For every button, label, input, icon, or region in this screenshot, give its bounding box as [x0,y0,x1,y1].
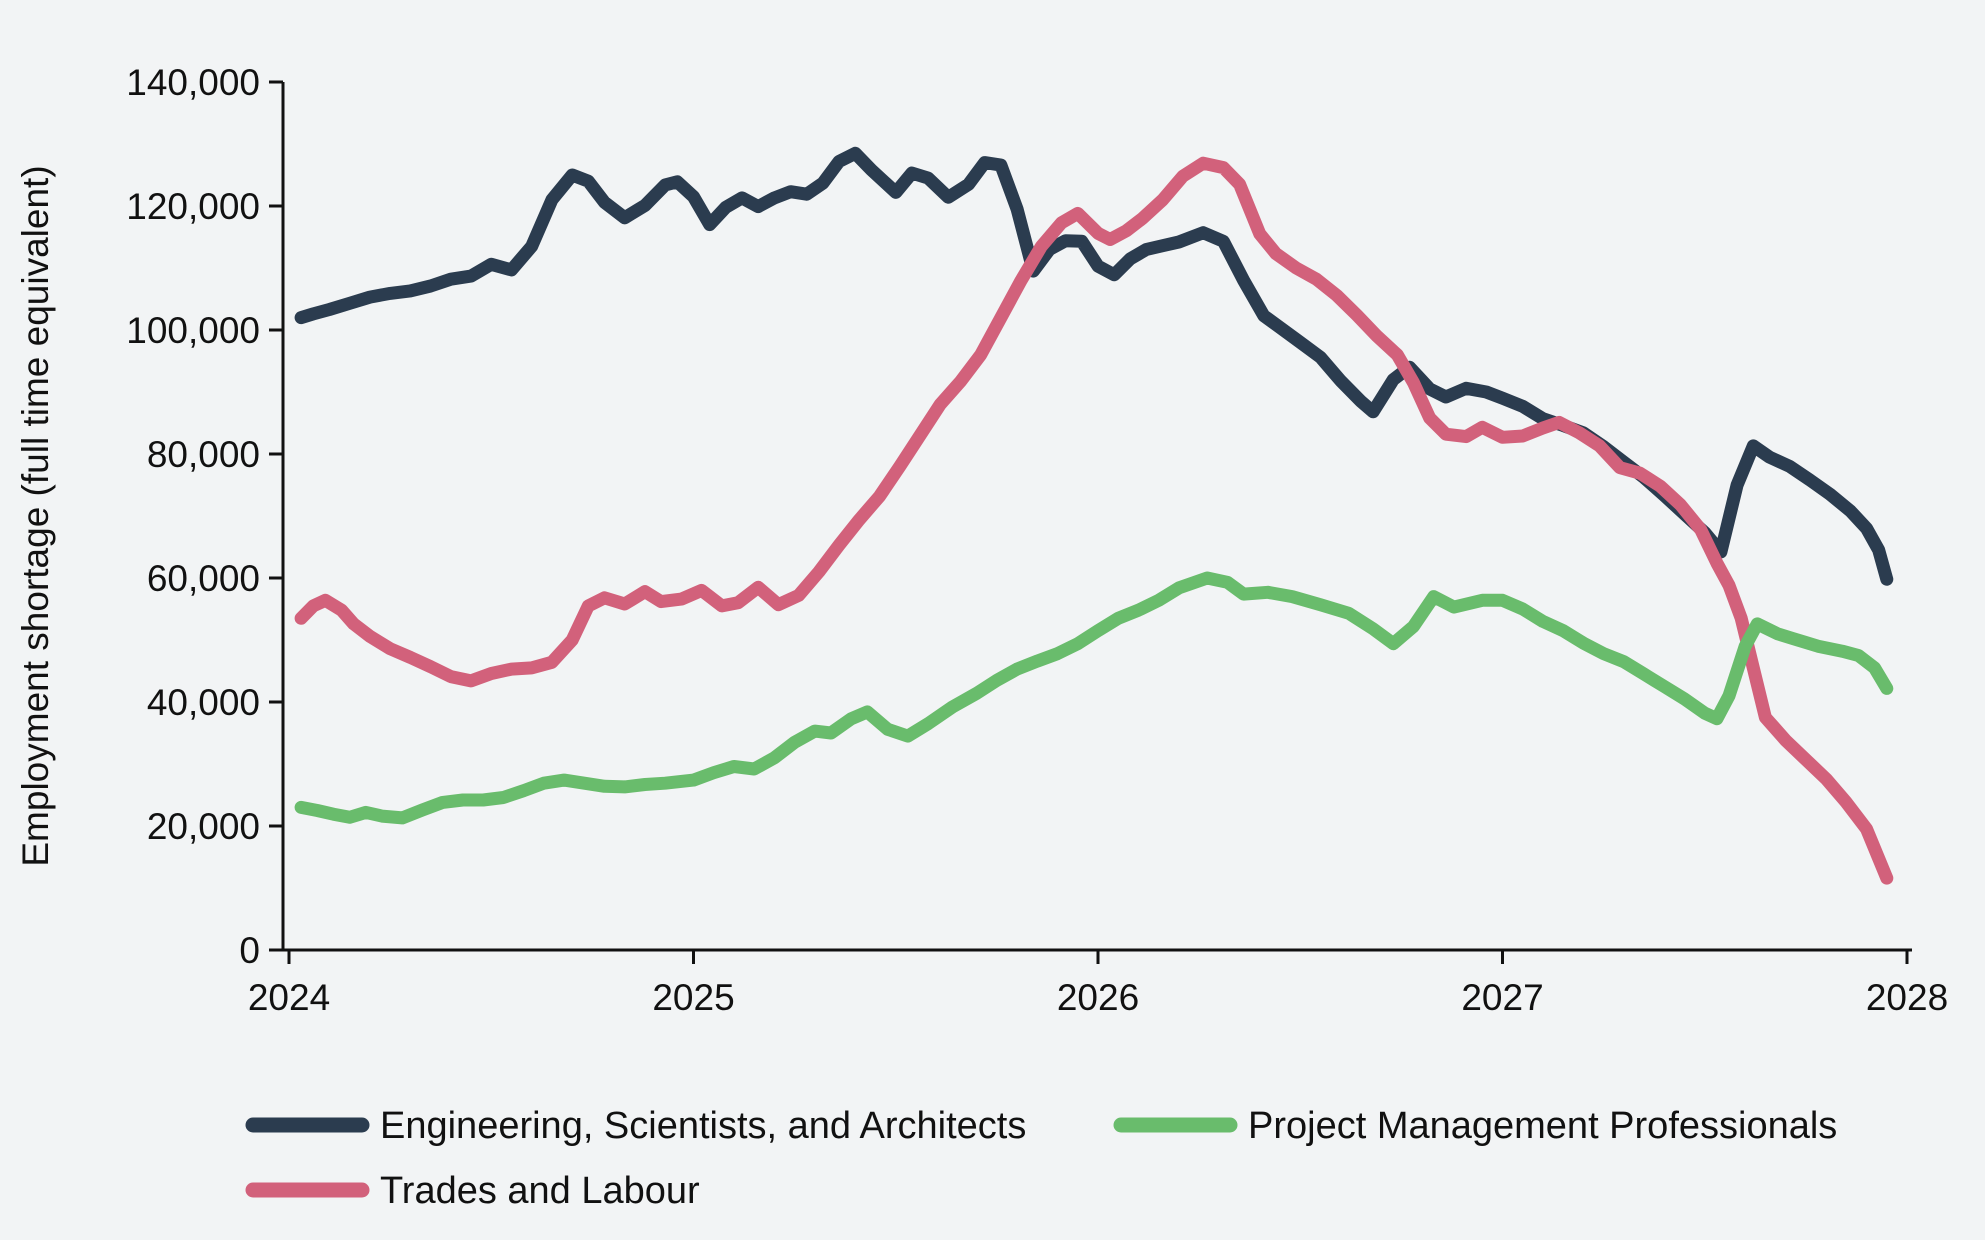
legend-label-project-management: Project Management Professionals [1248,1105,1837,1147]
y-axis-title: Employment shortage (full time equivalen… [15,165,56,866]
y-tick-label: 0 [239,930,260,971]
axes [269,80,1912,964]
tick-labels: 0 20,000 40,000 60,000 80,000 100,000 120,000 1… [126,62,1948,1018]
x-tick-label: 2027 [1461,977,1543,1018]
y-tick-label: 100,000 [126,310,260,351]
y-tick-label: 20,000 [147,806,260,847]
x-tick-label: 2025 [652,977,734,1018]
legend-label-engineering: Engineering, Scientists, and Architects [380,1105,1026,1147]
legend-label-trades: Trades and Labour [380,1170,700,1212]
y-tick-label: 80,000 [147,434,260,475]
series-line-0 [294,146,1894,586]
legend: Engineering, Scientists, and Architects … [245,1105,1837,1212]
y-tick-label: 120,000 [126,186,260,227]
axis-lines [281,82,1912,952]
y-tick-label: 40,000 [147,682,260,723]
x-tick-label: 2026 [1057,977,1139,1018]
series-line-1 [294,156,1894,885]
series-line-2 [294,571,1894,825]
x-tick-label: 2024 [248,977,330,1018]
y-tick-label: 140,000 [126,62,260,103]
series-lines [294,146,1894,885]
x-tick-label: 2028 [1866,977,1948,1018]
y-tick-label: 60,000 [147,558,260,599]
